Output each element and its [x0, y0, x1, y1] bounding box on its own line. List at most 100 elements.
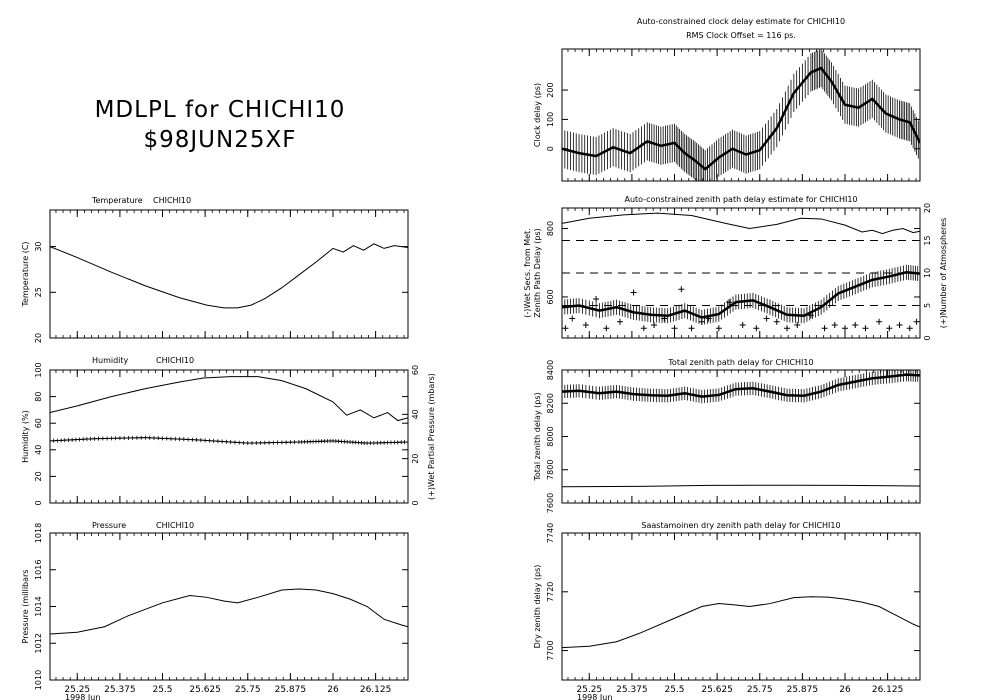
chart-zenith: Auto-constrained zenith path delay estim…: [523, 195, 948, 341]
data-marker: [773, 318, 780, 325]
data-marker: [388, 440, 393, 445]
y-tick-label: 7740: [546, 523, 555, 543]
y-tick-label: 0: [34, 500, 43, 505]
data-marker: [371, 440, 376, 445]
data-marker: [130, 435, 135, 440]
y-tick-label: 1018: [34, 523, 43, 543]
y2-tick-label: 20: [923, 203, 932, 213]
data-marker: [198, 438, 203, 443]
y-tick-label: 40: [34, 445, 43, 455]
data-marker: [399, 440, 404, 445]
data-marker: [271, 440, 276, 445]
data-marker: [794, 322, 801, 328]
data-marker: [237, 440, 242, 445]
chart-station: CHICHI10: [156, 356, 194, 365]
data-marker: [841, 325, 848, 332]
y-tick-label: 1016: [34, 560, 43, 580]
data-marker: [51, 438, 56, 443]
data-marker: [661, 315, 668, 322]
chart-title: Auto-constrained clock delay estimate fo…: [637, 17, 845, 26]
data-marker: [173, 436, 178, 441]
y-tick-label: 25: [34, 287, 43, 297]
data-marker: [81, 437, 86, 442]
y-axis-label: Clock delay (ps): [533, 83, 542, 147]
data-marker: [134, 435, 139, 440]
data-marker: [630, 289, 637, 296]
x-tick-label: 26: [327, 685, 339, 695]
data-marker: [262, 440, 267, 445]
data-marker: [77, 437, 82, 442]
data-marker: [382, 440, 387, 445]
data-marker: [678, 286, 685, 293]
y-tick-label: 8200: [546, 393, 555, 413]
x-tick-label: 25.625: [189, 685, 221, 695]
chart-subtitle: RMS Clock Offset = 116 ps.: [686, 31, 796, 40]
x-tick-label: 26: [839, 685, 851, 695]
data-marker: [224, 439, 229, 444]
y-tick-label: 1012: [34, 633, 43, 653]
data-marker: [62, 438, 67, 443]
data-marker: [688, 325, 695, 332]
chart-title: Auto-constrained zenith path delay estim…: [625, 195, 858, 204]
y2-tick-label: 0: [923, 335, 932, 340]
y2-tick-label: 0: [411, 500, 420, 505]
plot-frame: [561, 532, 921, 681]
plot-frame: [49, 209, 409, 339]
y-tick-label: 800: [546, 221, 555, 236]
data-marker: [92, 436, 97, 441]
data-marker: [852, 322, 859, 328]
data-marker: [147, 435, 152, 440]
series-line: [50, 588, 408, 635]
chart-station: CHICHI10: [156, 521, 194, 530]
data-marker: [126, 435, 131, 440]
data-marker: [211, 438, 216, 443]
chart-temperature: Temperature CHICHI10 20 25 30 Temperature (C): [21, 196, 409, 343]
data-marker: [862, 325, 869, 332]
data-marker: [88, 436, 93, 441]
y2-axis-label: (+)Number of Atmospheres: [939, 218, 948, 328]
y-axis-label: Temperature (C): [21, 241, 30, 307]
y-tick-label: 1010: [34, 670, 43, 690]
plot-frame: [49, 369, 409, 504]
data-marker: [569, 315, 576, 322]
x-tick-label: 25.875: [787, 685, 819, 695]
data-marker: [292, 440, 297, 445]
y2-tick-label: 10: [923, 268, 932, 278]
series-line: [562, 596, 920, 649]
data-marker: [151, 435, 156, 440]
data-marker: [378, 440, 383, 445]
data-marker: [739, 322, 746, 328]
y-axis-label: Pressure (millibars: [21, 570, 30, 644]
y2-tick-label: 5: [923, 303, 932, 308]
data-marker: [640, 325, 647, 332]
data-marker: [402, 440, 407, 445]
data-marker: [215, 439, 220, 444]
x-tick-label: 25.75: [235, 685, 261, 695]
data-marker: [375, 440, 380, 445]
x-tick-label: 25.625: [701, 685, 733, 695]
data-marker: [228, 440, 233, 445]
y2-tick-label: 15: [923, 235, 932, 245]
series-line: [50, 243, 408, 309]
chart-title: Pressure: [92, 521, 126, 530]
data-marker: [250, 441, 255, 446]
data-marker: [109, 436, 114, 441]
data-marker: [896, 322, 903, 328]
data-marker: [876, 318, 883, 325]
x-tick-label: 25.5: [152, 685, 172, 695]
chart-title: Saastamoinen dry zenith path delay for C…: [641, 521, 840, 530]
header-line-2: $98JUN25XF: [143, 127, 297, 153]
x-tick-label: 25.5: [664, 685, 684, 695]
chart-clock: Auto-constrained clock delay estimate fo…: [533, 17, 921, 182]
data-marker: [365, 441, 370, 446]
plot-frame: [561, 207, 921, 339]
chart-title: Total zenith path delay for CHICHI10: [667, 358, 813, 367]
y-axis-label: Zenith Path Delay (ps): [533, 228, 542, 318]
data-marker: [593, 296, 600, 302]
y-tick-label: 80: [34, 392, 43, 402]
header-line-1: MDLPL for CHICHI10: [94, 97, 346, 123]
data-marker: [55, 438, 60, 443]
data-marker: [258, 440, 263, 445]
y-tick-label: 7720: [546, 582, 555, 602]
data-marker: [232, 440, 237, 445]
